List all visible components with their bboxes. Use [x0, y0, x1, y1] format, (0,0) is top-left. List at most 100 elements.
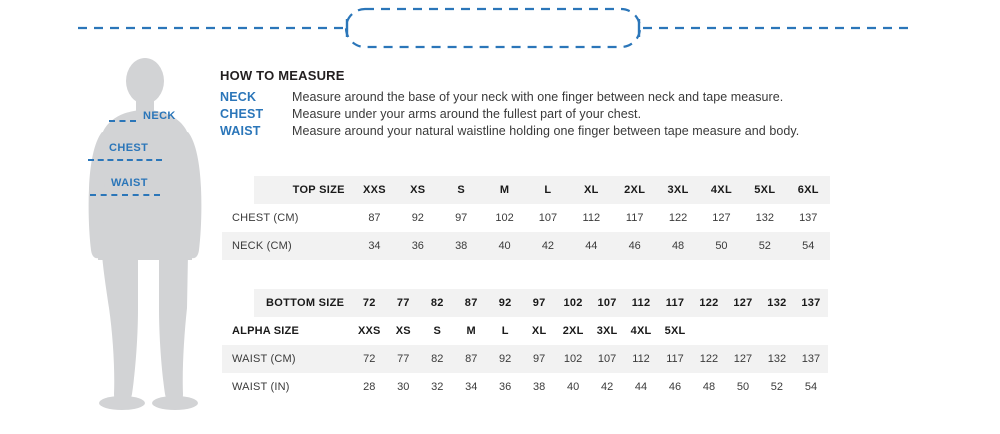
- table-cell: 50: [699, 232, 744, 260]
- table-cell: 30: [386, 373, 421, 401]
- table-cell: 40: [556, 373, 591, 401]
- table-cell: 5XL: [658, 317, 692, 345]
- table-cell: 112: [569, 204, 613, 232]
- waist-measure-line: [90, 194, 160, 196]
- table-header-cell: M: [482, 176, 527, 204]
- table-cell: 77: [386, 345, 421, 373]
- neck-measure-line: [109, 120, 136, 122]
- table-header-cell: XL: [569, 176, 613, 204]
- table-header-cell: 2XL: [613, 176, 657, 204]
- chest-measure-line: [88, 159, 162, 161]
- table-cell: 42: [590, 373, 625, 401]
- table-cell: 42: [526, 232, 570, 260]
- table-cell: 132: [743, 204, 787, 232]
- table-cell: 97: [522, 345, 557, 373]
- table-cell: [793, 317, 828, 345]
- table-cell: 36: [396, 232, 440, 260]
- table-header-cell: S: [439, 176, 483, 204]
- table-cell: 127: [699, 204, 744, 232]
- how-to-measure-row-neck: NECK Measure around the base of your nec…: [220, 90, 920, 104]
- table-cell: 38: [439, 232, 483, 260]
- how-to-measure-row-chest: CHEST Measure under your arms around the…: [220, 107, 920, 121]
- table-row-label: WAIST (IN): [222, 373, 353, 401]
- table-row: WAIST (CM) 72 77 82 87 92 97 102 107 112 117 122 127…: [222, 345, 828, 373]
- table-cell: 32: [420, 373, 455, 401]
- table-cell: 46: [613, 232, 657, 260]
- table-cell: [759, 317, 794, 345]
- table-cell: 36: [488, 373, 523, 401]
- table-header-row: TOP SIZE XXS XS S M L XL 2XL 3XL 4XL 5XL 6XL: [222, 176, 830, 204]
- table-header-cell: 77: [386, 289, 421, 317]
- table-cell: M: [454, 317, 489, 345]
- table-header-label: TOP SIZE: [222, 176, 353, 204]
- figure-label-neck: NECK: [143, 110, 176, 122]
- table-header-cell: 82: [420, 289, 455, 317]
- table-header-cell: 6XL: [786, 176, 830, 204]
- table-row: NECK (CM) 34 36 38 40 42 44 46 48 50 52 54: [222, 232, 830, 260]
- table-row: ALPHA SIZE XXS XS S M L XL 2XL 3XL 4XL 5XL: [222, 317, 828, 345]
- table-cell: 87: [454, 345, 489, 373]
- table-header-cell: 3XL: [656, 176, 700, 204]
- table-cell: 40: [482, 232, 527, 260]
- table-header-row: BOTTOM SIZE 72 77 82 87 92 97 102 107 112 117 122 12…: [222, 289, 828, 317]
- table-cell: 92: [488, 345, 523, 373]
- table-cell: 72: [352, 345, 387, 373]
- table-cell: 137: [793, 345, 828, 373]
- table-cell: 127: [725, 345, 760, 373]
- table-cell: 87: [352, 204, 397, 232]
- measuring-tape-icon: [78, 7, 910, 49]
- bottom-size-table: BOTTOM SIZE 72 77 82 87 92 97 102 107 112 117 122 12…: [222, 289, 828, 401]
- table-cell: 48: [692, 373, 726, 401]
- table-cell: 82: [420, 345, 455, 373]
- table-cell: XS: [386, 317, 421, 345]
- table-cell: 132: [759, 345, 794, 373]
- table-header-cell: 72: [352, 289, 387, 317]
- how-to-measure-desc-waist: Measure around your natural waistline ho…: [292, 124, 800, 138]
- measuring-tape-decoration: [0, 0, 1000, 56]
- table-cell: 52: [759, 373, 794, 401]
- table-header-cell: 127: [725, 289, 760, 317]
- how-to-measure-desc-chest: Measure under your arms around the fulle…: [292, 107, 642, 121]
- table-cell: 48: [656, 232, 700, 260]
- how-to-measure-row-waist: WAIST Measure around your natural waistl…: [220, 124, 920, 138]
- figure-label-chest: CHEST: [109, 142, 149, 154]
- table-cell: XXS: [352, 317, 387, 345]
- table-row-label: ALPHA SIZE: [222, 317, 353, 345]
- table-cell: 34: [352, 232, 397, 260]
- table-cell: 107: [590, 345, 625, 373]
- table-row-label: CHEST (CM): [222, 204, 353, 232]
- table-header-cell: 137: [793, 289, 828, 317]
- table-header-cell: L: [526, 176, 570, 204]
- table-cell: 46: [658, 373, 692, 401]
- body-figure: NECK CHEST WAIST: [82, 58, 214, 410]
- how-to-measure-term-waist: WAIST: [220, 124, 261, 138]
- table-cell: 2XL: [556, 317, 591, 345]
- how-to-measure-term-neck: NECK: [220, 90, 257, 104]
- table-cell: 54: [793, 373, 828, 401]
- table-cell: 107: [526, 204, 570, 232]
- table-header-cell: 102: [556, 289, 591, 317]
- table-cell: S: [420, 317, 455, 345]
- table-cell: XL: [522, 317, 557, 345]
- table-header-cell: 107: [590, 289, 625, 317]
- table-header-cell: 87: [454, 289, 489, 317]
- table-cell: 122: [656, 204, 700, 232]
- table-cell: 4XL: [624, 317, 659, 345]
- table-header-cell: 97: [522, 289, 557, 317]
- top-size-table: TOP SIZE XXS XS S M L XL 2XL 3XL 4XL 5XL 6XL CHEST (…: [222, 176, 830, 260]
- how-to-measure-term-chest: CHEST: [220, 107, 264, 121]
- figure-label-waist: WAIST: [111, 177, 148, 189]
- table-header-cell: 4XL: [699, 176, 744, 204]
- table-header-label: BOTTOM SIZE: [222, 289, 353, 317]
- table-cell: 117: [613, 204, 657, 232]
- table-cell: 44: [624, 373, 659, 401]
- how-to-measure-section: HOW TO MEASURE NECK Measure around the b…: [220, 68, 920, 141]
- table-header-cell: XXS: [352, 176, 397, 204]
- table-header-cell: 112: [624, 289, 659, 317]
- how-to-measure-title: HOW TO MEASURE: [220, 68, 345, 83]
- table-cell: 137: [786, 204, 830, 232]
- table-cell: 92: [396, 204, 440, 232]
- table-cell: 122: [692, 345, 726, 373]
- table-cell: 3XL: [590, 317, 625, 345]
- table-cell: 28: [352, 373, 387, 401]
